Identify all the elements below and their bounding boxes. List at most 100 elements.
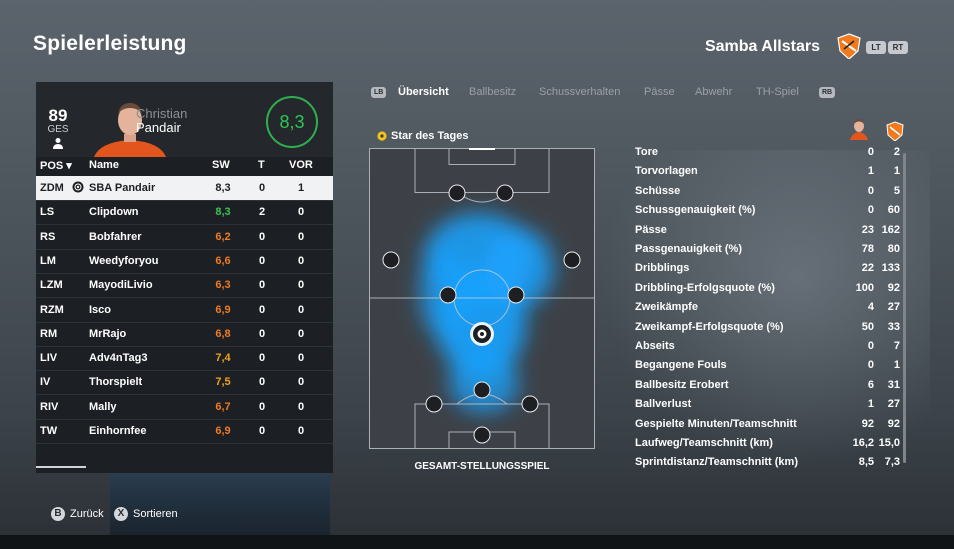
stat-row: Schüsse 0 5 <box>635 183 900 202</box>
table-row[interactable]: IV Thorspielt 7,5 0 0 <box>36 370 333 396</box>
stat-player-value: 50 <box>861 320 874 333</box>
row-sw: 6,8 <box>215 327 231 340</box>
table-row[interactable]: LZM MayodiLivio 6,3 0 0 <box>36 273 333 299</box>
stat-row: Zweikämpfe 4 27 <box>635 299 900 318</box>
sort-arrow-icon: ▾ <box>66 160 72 172</box>
row-pos: LIV <box>40 352 58 365</box>
stat-player-value: 1 <box>867 165 874 178</box>
row-sw: 7,4 <box>215 352 231 365</box>
stat-label: Sprintdistanz/Teamschnitt (km) <box>635 456 798 469</box>
tab-ballbesitz[interactable]: Ballbesitz <box>469 86 517 98</box>
rt-button[interactable]: RT <box>888 41 908 54</box>
stat-label: Zweikampf-Erfolgsquote (%) <box>635 320 784 333</box>
column-header-pos[interactable]: POS ▾ <box>40 160 72 172</box>
table-row[interactable]: RIV Mally 6,7 0 0 <box>36 395 333 420</box>
stat-player-value: 22 <box>861 262 874 275</box>
tab-schussverhalten[interactable]: Schussverhalten <box>539 86 621 98</box>
player-table-panel: 89 GES Christian Pandair 8,3 POS ▾ Name … <box>36 82 333 473</box>
sort-button[interactable]: Sortieren <box>133 508 178 520</box>
tab-uebersicht[interactable]: Übersicht <box>398 86 449 98</box>
row-sw: 6,9 <box>215 425 231 437</box>
table-row[interactable]: RZM Isco 6,9 0 0 <box>36 298 333 323</box>
player-portrait-icon <box>94 103 166 157</box>
stat-team-value: 1 <box>893 165 900 178</box>
table-row[interactable]: LS Clipdown 8,3 2 0 <box>36 200 333 226</box>
row-name: Adv4nTag3 <box>89 352 148 365</box>
row-t: 0 <box>258 352 266 365</box>
stat-player-value: 0 <box>867 184 874 197</box>
stat-row: Tore 0 2 <box>635 144 900 163</box>
stat-team-value: 33 <box>887 320 900 333</box>
row-pos: ZDM <box>40 182 64 194</box>
stat-label: Abseits <box>635 340 675 352</box>
table-scrollbar[interactable] <box>36 466 86 468</box>
back-key-icon[interactable]: B <box>51 507 65 521</box>
stat-player-value: 1 <box>867 398 874 411</box>
person-icon <box>53 138 63 149</box>
row-vor: 0 <box>297 352 305 365</box>
stat-row: Gespielte Minuten/Teamschnitt 92 92 <box>635 416 900 435</box>
table-row[interactable]: RS Bobfahrer 6,2 0 0 <box>36 225 333 250</box>
sort-key-icon[interactable]: X <box>114 507 128 521</box>
row-t: 0 <box>258 303 266 316</box>
row-name: MrRajo <box>89 327 127 340</box>
row-sw: 6,7 <box>215 400 231 413</box>
rb-button[interactable]: RB <box>819 87 836 98</box>
row-t: 0 <box>258 182 266 194</box>
stat-row: Dribbling-Erfolgsquote (%) 100 92 <box>635 280 900 299</box>
back-button[interactable]: Zurück <box>70 508 104 520</box>
tab-th-spiel[interactable]: TH-Spiel <box>756 86 799 98</box>
column-header-vor[interactable]: VOR <box>289 159 313 171</box>
row-vor: 0 <box>297 376 305 389</box>
page-title: Spielerleistung <box>33 32 187 55</box>
table-row[interactable]: RM MrRajo 6,8 0 0 <box>36 322 333 347</box>
row-pos: RM <box>40 327 58 340</box>
column-header-t[interactable]: T <box>258 159 265 171</box>
stat-team-value: 7,3 <box>884 456 900 469</box>
lt-button[interactable]: LT <box>866 41 886 54</box>
row-pos: LS <box>40 206 55 219</box>
stat-label: Begangene Fouls <box>635 359 727 372</box>
bottom-strip <box>0 535 954 549</box>
table-row[interactable]: ZDM SBA Pandair 8,3 0 1 <box>36 176 333 201</box>
stat-team-value: 80 <box>887 243 900 255</box>
stat-row: Schussgenauigkeit (%) 0 60 <box>635 202 900 221</box>
lb-button[interactable]: LB <box>371 87 387 98</box>
background-stand <box>110 460 330 540</box>
column-header-name[interactable]: Name <box>89 159 119 171</box>
background-glow <box>600 150 930 470</box>
stat-label: Tore <box>635 146 659 158</box>
stat-row: Laufweg/Teamschnitt (km) 16,2 15,0 <box>635 435 900 454</box>
stat-label: Dribbling-Erfolgsquote (%) <box>635 281 775 294</box>
stat-player-value: 16,2 <box>852 437 874 449</box>
table-row[interactable]: LM Weedyforyou 6,6 0 0 <box>36 249 333 274</box>
row-vor: 0 <box>297 254 305 267</box>
row-vor: 0 <box>297 425 305 437</box>
tab-paesse[interactable]: Pässe <box>644 86 675 98</box>
stat-label: Gespielte Minuten/Teamschnitt <box>635 417 797 430</box>
row-sw: 8,3 <box>215 206 231 219</box>
row-name: Clipdown <box>89 206 139 219</box>
stats-scrollbar[interactable] <box>903 153 906 463</box>
player-avatar-icon <box>850 119 868 140</box>
row-vor: 0 <box>297 279 305 292</box>
player-last-name: Pandair <box>136 120 181 135</box>
row-vor: 1 <box>297 182 305 194</box>
column-header-sw[interactable]: SW <box>212 159 230 171</box>
stat-label: Schüsse <box>635 184 681 197</box>
table-row[interactable]: LIV Adv4nTag3 7,4 0 0 <box>36 346 333 372</box>
stat-row: Abseits 0 7 <box>635 338 900 357</box>
stat-player-value: 4 <box>867 301 874 314</box>
stat-row: Ballbesitz Erobert 6 31 <box>635 377 900 396</box>
row-pos: LZM <box>40 279 63 292</box>
table-row[interactable]: TW Einhornfee 6,9 0 0 <box>36 419 333 444</box>
row-vor: 0 <box>297 400 305 413</box>
row-pos: RIV <box>40 400 59 413</box>
row-name: Mally <box>89 400 117 413</box>
player-first-name: Christian <box>136 106 188 121</box>
stat-row: Dribblings 22 133 <box>635 260 900 279</box>
stat-team-value: 31 <box>887 378 900 391</box>
tab-abwehr[interactable]: Abwehr <box>695 86 733 98</box>
stat-row: Zweikampf-Erfolgsquote (%) 50 33 <box>635 319 900 338</box>
row-sw: 7,5 <box>215 376 231 389</box>
